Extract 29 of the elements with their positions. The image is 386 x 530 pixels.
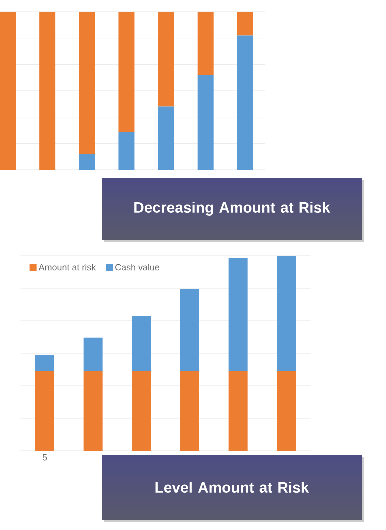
x-tick-label: 5 — [42, 454, 48, 461]
bar — [277, 256, 296, 372]
bar — [228, 371, 248, 451]
bar — [198, 12, 214, 76]
bar — [158, 106, 174, 170]
text: Decreasing Amount at Risk — [134, 202, 330, 216]
bar — [180, 289, 200, 372]
bar — [118, 132, 135, 170]
bar — [118, 12, 135, 132]
bar — [0, 12, 16, 170]
bar — [132, 371, 152, 451]
bar — [237, 36, 254, 170]
bar — [228, 258, 248, 372]
bar — [84, 338, 103, 372]
bar — [277, 371, 296, 451]
bar — [84, 371, 103, 451]
bar — [237, 12, 254, 36]
bar — [198, 75, 214, 170]
bar — [132, 316, 152, 372]
bar — [40, 12, 56, 170]
bar — [36, 371, 54, 451]
bar — [79, 154, 96, 170]
bar — [79, 12, 96, 154]
bar — [158, 12, 174, 107]
legend-label: Amount at risk — [38, 264, 96, 271]
bar — [180, 371, 200, 451]
bar — [36, 355, 54, 372]
legend-label: Cash value — [116, 264, 160, 271]
text: Level Amount at Risk — [156, 482, 310, 493]
